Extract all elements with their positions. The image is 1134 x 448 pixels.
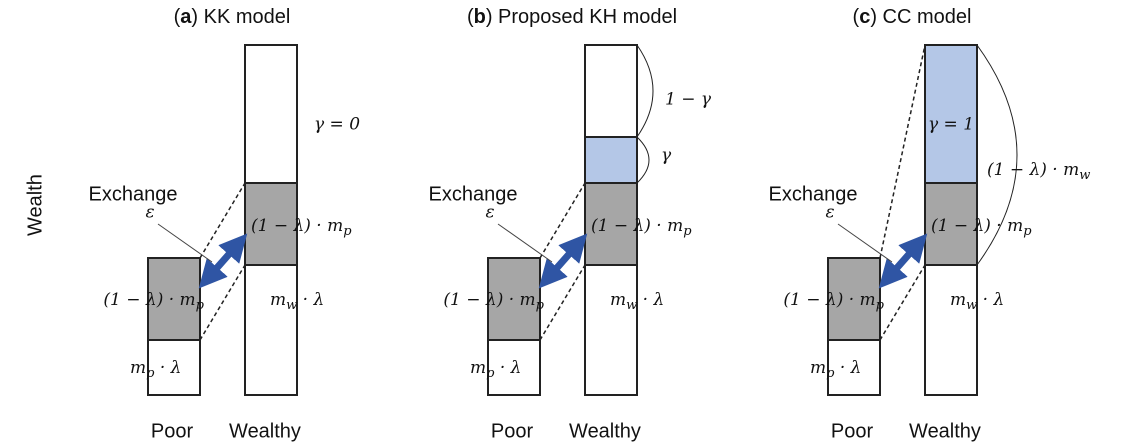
poor-kept: [147, 339, 201, 396]
poor-kept: [827, 339, 881, 396]
brace-bottom-label: γ: [661, 146, 672, 166]
brace: [636, 44, 654, 138]
wealthy-kept: [924, 264, 978, 396]
wealthy-mid-label-main: (1 − λ) · m: [931, 216, 1023, 236]
brace-top-label: 1 − γ: [665, 90, 712, 110]
wealthy-bottom-label-after: · λ: [297, 290, 324, 310]
wealthy-bottom-label-after: · λ: [637, 290, 664, 310]
connector: [879, 44, 926, 259]
wealthy-free: [244, 44, 298, 184]
epsilon: ε: [825, 203, 834, 223]
wealthy-bottom-label-main: m: [950, 290, 966, 310]
poor-bottom-label-sub: p: [146, 366, 155, 381]
poor-top-label-sub: p: [196, 298, 205, 313]
exchange-label: Exchange: [769, 183, 858, 205]
wealthy-bottom-label: mw · λ: [610, 290, 664, 313]
poor-bottom-label: mp · λ: [130, 358, 181, 381]
poor-share: [147, 257, 201, 341]
wealthy-gamma: [584, 136, 638, 184]
poor-top-label-sub: p: [876, 298, 885, 313]
x-label: Poor: [151, 420, 194, 442]
panel-title: (b) Proposed KH model: [467, 6, 677, 28]
wealthy-bottom-label-main: m: [610, 290, 626, 310]
brace: [636, 136, 650, 184]
poor-top-label-main: (1 − λ) · m: [783, 290, 875, 310]
leader: [157, 223, 213, 263]
poor-kept: [487, 339, 541, 396]
poor-bottom-label-sub: p: [826, 366, 835, 381]
leader: [497, 223, 553, 263]
poor-bottom-label: mp · λ: [810, 358, 861, 381]
title-letter: c: [859, 6, 870, 28]
x-label: Wealthy: [569, 420, 641, 442]
wealthy-mid-label-sub: p: [1023, 224, 1032, 239]
gamma-label: γ = 1: [928, 115, 974, 135]
panel-title: (a) KK model: [174, 6, 291, 28]
title-rest: ) Proposed KH model: [486, 6, 677, 28]
exchange-arrow: [198, 233, 248, 289]
wealthy-mid-label-main: (1 − λ) · m: [591, 216, 683, 236]
brace: [976, 44, 1018, 266]
title-letter: b: [474, 6, 486, 28]
poor-top-label: (1 − λ) · mp: [443, 290, 544, 313]
wealthy-mid-label-sub: p: [683, 224, 692, 239]
exchange-label: Exchange: [429, 183, 518, 205]
wealthy-bottom-label-after: · λ: [977, 290, 1004, 310]
x-label: Poor: [831, 420, 874, 442]
poor-bottom-label-sub: p: [486, 366, 495, 381]
wealthy-bottom-label: mw · λ: [270, 290, 324, 313]
wealthy-kept: [584, 264, 638, 396]
wealthy-mid-label-main: (1 − λ) · m: [251, 216, 343, 236]
brace-all-label-sub: w: [1079, 168, 1090, 183]
poor-top-label-sub: p: [536, 298, 545, 313]
brace-all-label: (1 − λ) · mw: [987, 160, 1090, 183]
brace-all-label-main: (1 − λ) · m: [987, 160, 1079, 180]
panel-title: (c) CC model: [853, 6, 972, 28]
wealthy-free: [584, 44, 638, 138]
wealthy-mid-label-sub: p: [343, 224, 352, 239]
exchange-arrow: [878, 233, 928, 289]
wealthy-share-p: [244, 182, 298, 266]
title-open: (: [174, 6, 181, 28]
wealthy-bottom-label-sub: w: [966, 298, 977, 313]
title-rest: ) CC model: [870, 6, 971, 28]
x-label: Poor: [491, 420, 534, 442]
wealthy-mid-label: (1 − λ) · mp: [251, 216, 352, 239]
exchange-label: Exchange: [89, 183, 178, 205]
title-open: (: [853, 6, 860, 28]
title-rest: ) KK model: [191, 6, 290, 28]
poor-bottom-label-after: · λ: [834, 358, 861, 378]
y-axis-label: Wealth: [24, 174, 46, 236]
poor-share: [827, 257, 881, 341]
x-label: Wealthy: [229, 420, 301, 442]
poor-top-label-main: (1 − λ) · m: [103, 290, 195, 310]
poor-bottom-label-main: m: [470, 358, 486, 378]
wealthy-kept: [244, 264, 298, 396]
poor-bottom-label: mp · λ: [470, 358, 521, 381]
poor-bottom-label-main: m: [810, 358, 826, 378]
epsilon: ε: [145, 203, 154, 223]
title-letter: a: [180, 6, 192, 28]
wealthy-bottom-label-sub: w: [626, 298, 637, 313]
wealthy-bottom-label-sub: w: [286, 298, 297, 313]
poor-bottom-label-main: m: [130, 358, 146, 378]
wealthy-mid-label: (1 − λ) · mp: [591, 216, 692, 239]
poor-top-label: (1 − λ) · mp: [103, 290, 204, 313]
epsilon: ε: [485, 203, 494, 223]
gamma-label: γ = 0: [314, 115, 360, 135]
wealthy-mid-label: (1 − λ) · mp: [931, 216, 1032, 239]
wealthy-bottom-label: mw · λ: [950, 290, 1004, 313]
wealthy-bottom-label-main: m: [270, 290, 286, 310]
x-label: Wealthy: [909, 420, 981, 442]
poor-bottom-label-after: · λ: [154, 358, 181, 378]
title-open: (: [467, 6, 474, 28]
wealthy-share: [924, 44, 978, 184]
exchange-arrow: [538, 233, 588, 289]
poor-bottom-label-after: · λ: [494, 358, 521, 378]
poor-top-label-main: (1 − λ) · m: [443, 290, 535, 310]
leader: [837, 223, 893, 263]
poor-top-label: (1 − λ) · mp: [783, 290, 884, 313]
